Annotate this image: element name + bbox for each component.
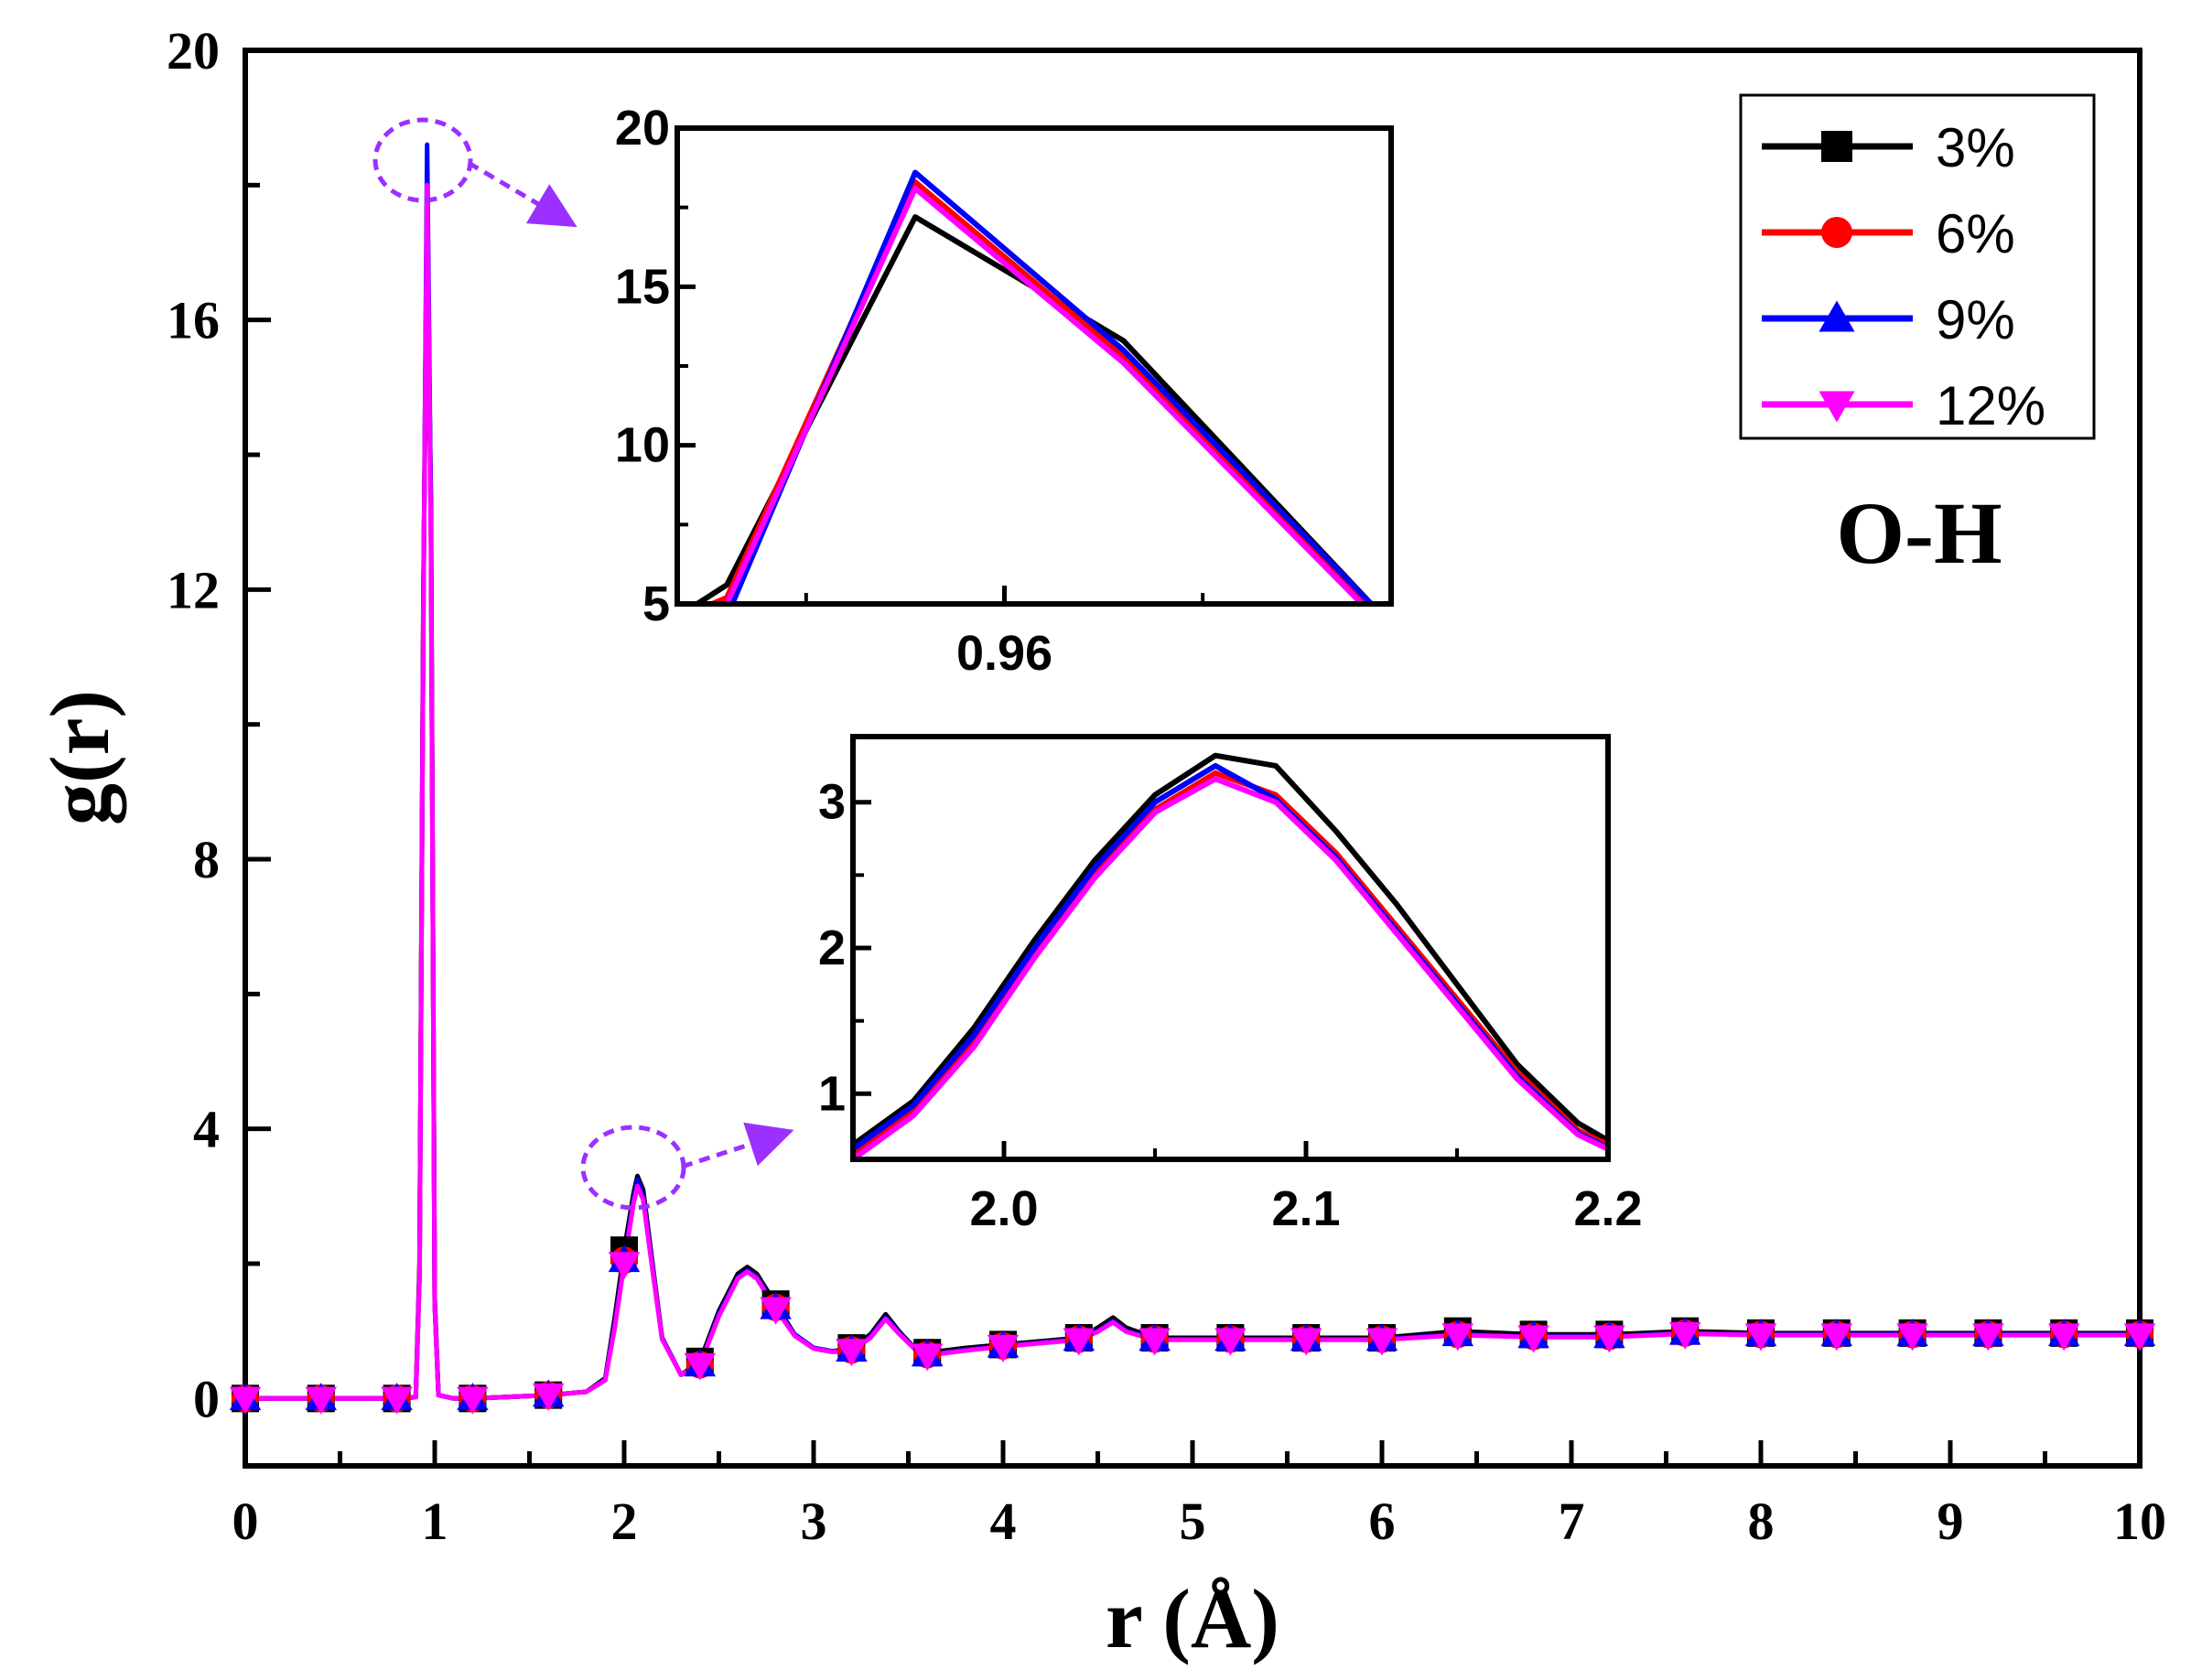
data-point-12% [381, 1386, 413, 1415]
inset-series-line-9% [729, 169, 1374, 604]
x-tick-label: 7 [1559, 1492, 1585, 1551]
legend-marker-3% [1821, 131, 1852, 162]
data-point-12% [1139, 1328, 1171, 1356]
legend-label-9%: 9% [1936, 289, 2015, 350]
x-tick-label: 3 [801, 1492, 827, 1551]
legend-marker-12% [1819, 391, 1855, 423]
data-point-12% [305, 1386, 338, 1415]
inset-series-line-12% [719, 185, 1366, 604]
inset-series-line-3% [696, 214, 1374, 604]
inset-x-tick-label: 0.96 [956, 626, 1052, 681]
inset-x-tick-label: 2.1 [1271, 1181, 1340, 1236]
y-tick-label: 12 [167, 560, 220, 619]
inset-bottom-axis-ticks: 1 2 3 2.0 2.1 2.2 [818, 775, 1643, 1236]
x-tick-label: 9 [1937, 1492, 1964, 1551]
inset-bottom-series-lines [853, 752, 1608, 1159]
legend-label-6%: 6% [1936, 203, 2015, 264]
y-axis-title: g(r) [33, 690, 126, 825]
data-point-12% [1290, 1328, 1322, 1356]
legend-label-12%: 12% [1936, 375, 2045, 436]
main-series-markers [229, 1236, 2156, 1415]
x-tick-label: 2 [611, 1492, 638, 1551]
legend-label-3%: 3% [1936, 117, 2015, 178]
data-point-12% [1744, 1323, 1777, 1352]
data-point-12% [1896, 1323, 1928, 1352]
x-tick-label: 6 [1369, 1492, 1396, 1551]
y-tick-label: 8 [193, 830, 220, 889]
data-point-12% [1593, 1325, 1625, 1353]
legend: 3% 6% 9% 12% [1762, 117, 2045, 436]
data-point-12% [760, 1297, 792, 1325]
data-point-12% [2047, 1323, 2080, 1352]
data-point-12% [1063, 1328, 1096, 1356]
data-point-12% [532, 1383, 565, 1411]
legend-marker-9% [1819, 300, 1855, 332]
data-point-12% [229, 1386, 262, 1415]
y-tick-label: 16 [167, 291, 220, 350]
y-tick-label: 20 [167, 21, 220, 81]
data-point-12% [1972, 1323, 2004, 1352]
data-point-12% [2123, 1323, 2156, 1352]
data-point-12% [1441, 1323, 1474, 1352]
legend-marker-6% [1821, 217, 1852, 248]
inset-top-background [677, 128, 1391, 604]
inset-series-line-12% [853, 776, 1608, 1159]
inset-y-tick-label: 5 [642, 576, 670, 631]
data-point-12% [911, 1343, 944, 1372]
inset-series-line-3% [853, 752, 1608, 1147]
system-label: O-H [1836, 484, 2002, 582]
data-point-12% [608, 1252, 641, 1280]
data-point-12% [1517, 1325, 1549, 1353]
x-tick-label: 0 [232, 1492, 259, 1551]
data-point-12% [836, 1339, 868, 1367]
x-axis-title: r (Å) [1106, 1572, 1279, 1665]
data-point-12% [1820, 1323, 1853, 1352]
first-peak-highlight [372, 117, 473, 203]
y-tick-label: 4 [193, 1100, 220, 1159]
inset-x-tick-label: 2.2 [1573, 1181, 1642, 1236]
main-series-lines [245, 142, 2140, 1401]
data-point-12% [1214, 1328, 1247, 1356]
inset-y-tick-label: 15 [615, 259, 670, 314]
x-tick-label: 5 [1180, 1492, 1206, 1551]
data-point-12% [1365, 1328, 1398, 1356]
x-tick-label: 10 [2113, 1492, 2166, 1551]
series-line-12% [245, 182, 2140, 1401]
data-point-12% [457, 1386, 489, 1415]
x-tick-label: 1 [422, 1492, 448, 1551]
data-point-12% [1668, 1321, 1701, 1350]
inset-y-tick-label: 20 [615, 101, 670, 156]
data-point-12% [987, 1334, 1020, 1362]
y-tick-label: 0 [193, 1369, 220, 1428]
inset-x-tick-label: 2.0 [969, 1181, 1038, 1236]
inset-y-tick-label: 10 [615, 418, 670, 473]
first-peak-arrow [467, 160, 577, 228]
inset-y-tick-label: 1 [818, 1066, 846, 1121]
x-tick-label: 4 [990, 1492, 1017, 1551]
inset-y-tick-label: 2 [818, 921, 846, 975]
x-tick-label: 8 [1748, 1492, 1775, 1551]
legend-box [1739, 93, 2096, 440]
data-point-12% [684, 1352, 717, 1381]
inset-bottom-background [853, 737, 1608, 1159]
inset-top-axis-ticks: 5 10 15 20 0.96 [615, 101, 1205, 681]
inset-y-tick-label: 3 [818, 775, 846, 830]
